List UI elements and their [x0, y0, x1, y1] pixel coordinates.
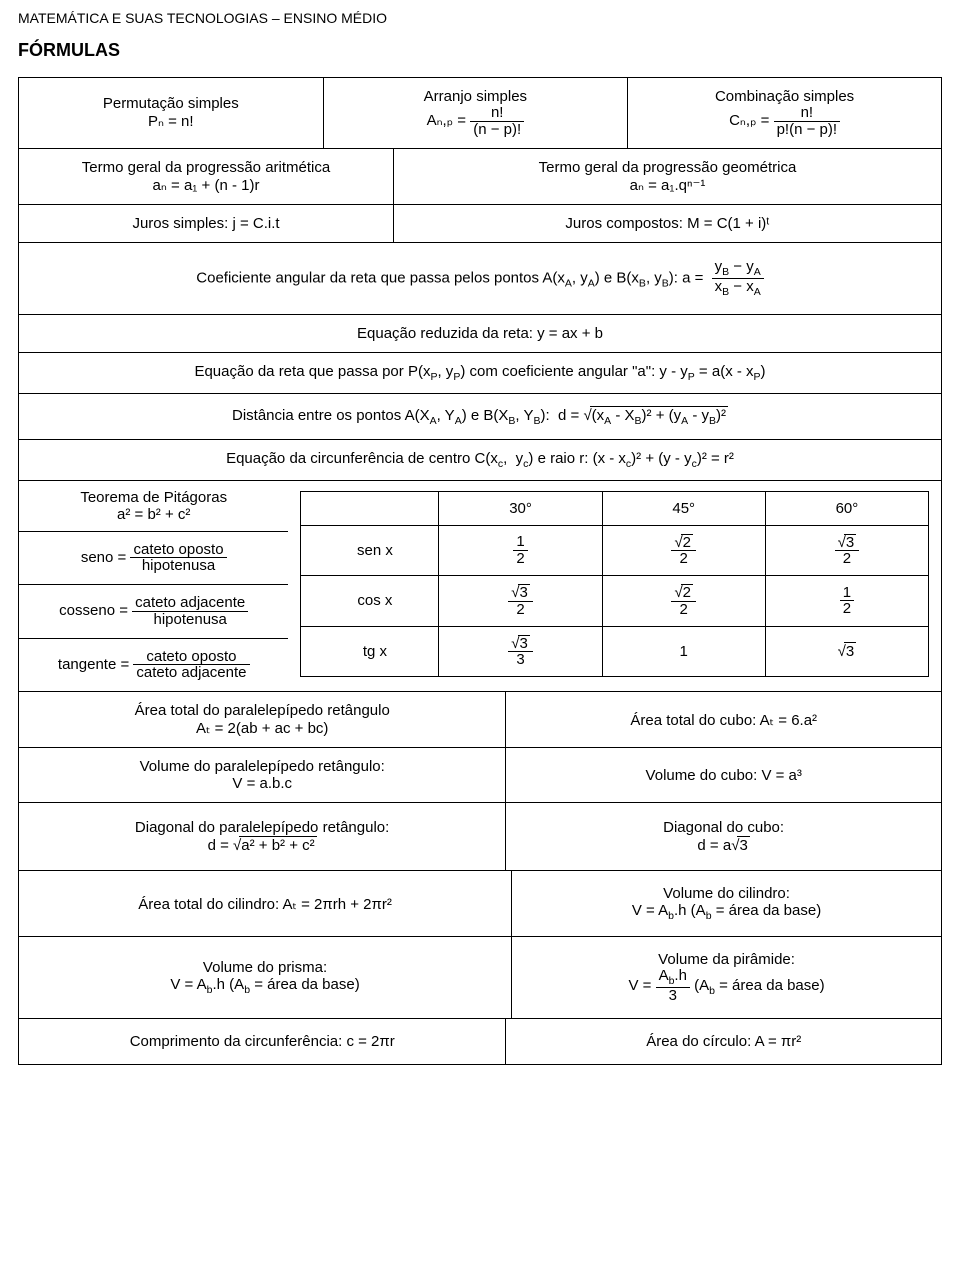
arr-title: Arranjo simples	[338, 88, 614, 105]
cell-pg: Termo geral da progressão geométrica aₙ …	[394, 149, 942, 205]
cell-vol-paralelepipedo: Volume do paralelepípedo retângulo:V = a…	[18, 748, 506, 803]
col-60: 60°	[765, 491, 928, 525]
page-header: MATEMÁTICA E SUAS TECNOLOGIAS – ENSINO M…	[18, 10, 942, 26]
cell-juros-simples: Juros simples: j = C.i.t	[18, 205, 394, 243]
cell-eq-reta-ponto: Equação da reta que passa por P(xP, yP) …	[18, 353, 942, 394]
cell-vol-cilindro: Volume do cilindro: V = Ab.h (Ab = área …	[512, 871, 942, 937]
cell-pitagoras: Teorema de Pitágoras a² = b² + c²	[19, 481, 288, 532]
cell-seno: seno = cateto opostohipotenusa	[19, 532, 288, 586]
col-30: 30°	[439, 491, 602, 525]
cell-area-circulo: Área do círculo: A = πr²	[506, 1019, 942, 1065]
perm-formula: Pₙ = n!	[33, 112, 309, 130]
cell-vol-prisma: Volume do prisma: V = Ab.h (Ab = área da…	[18, 937, 512, 1019]
juros-compostos: Juros compostos: M = C(1 + i)ᵗ	[565, 215, 769, 232]
cell-pa: Termo geral da progressão aritmética aₙ …	[18, 149, 394, 205]
cell-combinacao: Combinação simples Cₙ,ₚ = n!p!(n − p)!	[628, 78, 942, 149]
cell-distancia: Distância entre os pontos A(XA, YA) e B(…	[18, 394, 942, 440]
cell-tangente: tangente = cateto opostocateto adjacente	[19, 639, 288, 693]
row-cos: cos x	[301, 576, 439, 627]
cell-eq-reduzida: Equação reduzida da reta: y = ax + b	[18, 315, 942, 353]
cell-comprimento-circ: Comprimento da circunferência: c = 2πr	[18, 1019, 506, 1065]
cell-coef-angular: Coeficiente angular da reta que passa pe…	[18, 243, 942, 315]
comb-title: Combinação simples	[642, 88, 927, 105]
cell-vol-cubo: Volume do cubo: V = a³	[506, 748, 942, 803]
row-sen: sen x	[301, 525, 439, 576]
cell-juros-compostos: Juros compostos: M = C(1 + i)ᵗ	[394, 205, 942, 243]
page-title: FÓRMULAS	[18, 40, 942, 61]
pg-formula: aₙ = a₁.qⁿ⁻¹	[630, 176, 706, 194]
pa-formula: aₙ = a₁ + (n - 1)r	[153, 176, 260, 194]
cell-diag-cubo: Diagonal do cubo: d = a3	[506, 803, 942, 871]
trig-table: 30° 45° 60° sen x 12 22 32 cos x 32 22 1…	[300, 491, 929, 678]
cell-area-cubo: Área total do cubo: Aₜ = 6.a²	[506, 692, 942, 748]
formula-table: Permutação simples Pₙ = n! Arranjo simpl…	[18, 77, 942, 149]
cell-eq-circunf: Equação da circunferência de centro C(xc…	[18, 440, 942, 481]
cell-cosseno: cosseno = cateto adjacentehipotenusa	[19, 585, 288, 639]
cell-permutacao: Permutação simples Pₙ = n!	[19, 78, 324, 149]
comb-formula: Cₙ,ₚ = n!p!(n − p)!	[642, 105, 927, 138]
cell-vol-piramide: Volume da pirâmide: V = Ab.h3 (Ab = área…	[512, 937, 942, 1019]
cell-arranjo: Arranjo simples Aₙ,ₚ = n!(n − p)!	[323, 78, 628, 149]
cell-area-cilindro: Área total do cilindro: Aₜ = 2πrh + 2πr²	[18, 871, 512, 937]
cell-area-paralelepipedo: Área total do paralelepípedo retânguloAₜ…	[18, 692, 506, 748]
perm-title: Permutação simples	[33, 95, 309, 112]
pa-title: Termo geral da progressão aritmética	[82, 159, 330, 176]
pg-title: Termo geral da progressão geométrica	[539, 159, 797, 176]
row-tg: tg x	[301, 626, 439, 677]
juros-simples: Juros simples: j = C.i.t	[132, 215, 279, 232]
cell-diag-paralelepipedo: Diagonal do paralelepípedo retângulo: d …	[18, 803, 506, 871]
arr-formula: Aₙ,ₚ = n!(n − p)!	[338, 105, 614, 138]
col-45: 45°	[602, 491, 765, 525]
